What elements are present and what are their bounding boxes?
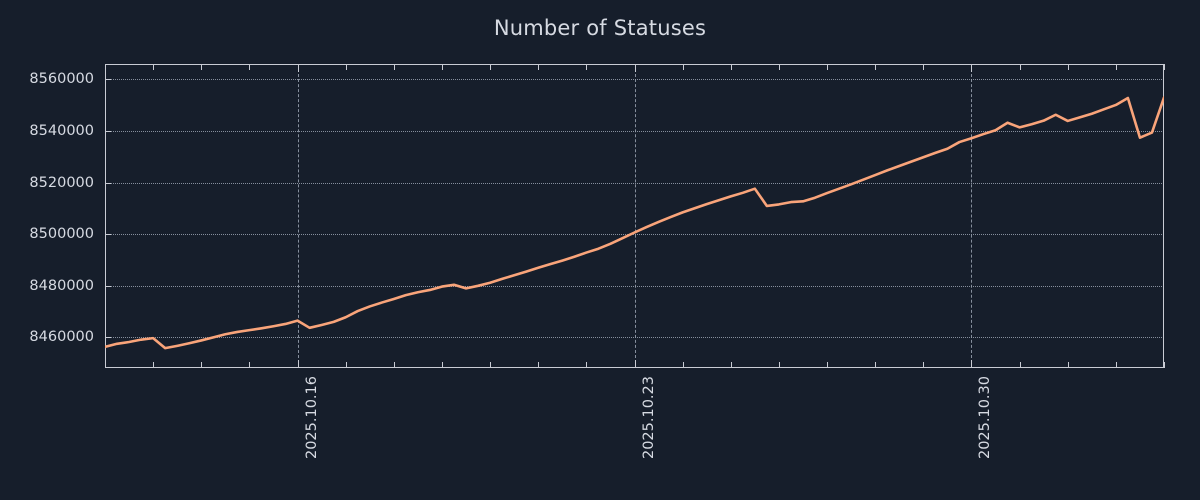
series-line-chart <box>105 96 1164 350</box>
x-tick-mark-minor-top <box>827 64 829 70</box>
y-tick-label: 8540000 <box>29 122 94 139</box>
x-tick-mark-minor <box>201 362 203 368</box>
series-polyline <box>105 96 1164 350</box>
x-tick-mark-minor-top <box>1164 64 1165 70</box>
x-tick-mark-minor-top <box>1019 64 1021 70</box>
x-tick-mark-minor-top <box>682 64 684 70</box>
y-tick-mark <box>105 285 111 287</box>
y-tick-mark <box>105 337 111 339</box>
x-tick-mark-minor-top <box>297 64 299 70</box>
plot-area-frame <box>105 64 1164 368</box>
x-tick-mark-minor-top <box>538 64 540 70</box>
x-tick-mark-minor-top <box>730 64 732 70</box>
x-tick-mark-minor <box>345 362 347 368</box>
x-tick-mark-minor <box>297 362 299 368</box>
y-tick-mark <box>105 234 111 236</box>
gridline-vertical <box>297 64 299 368</box>
x-tick-mark-minor-top <box>586 64 588 70</box>
x-tick-mark-minor-top <box>875 64 877 70</box>
chart-title: Number of Statuses <box>493 16 707 40</box>
x-tick-mark-minor <box>730 362 732 368</box>
x-tick-mark-minor <box>153 362 155 368</box>
x-tick-mark-minor <box>586 362 588 368</box>
x-tick-mark-minor-top <box>345 64 347 70</box>
x-tick-mark-minor <box>1115 362 1117 368</box>
x-tick-mark-minor <box>1164 362 1165 368</box>
x-tick-mark-minor-top <box>923 64 925 70</box>
y-tick-mark <box>105 130 111 132</box>
x-tick-mark-minor <box>827 362 829 368</box>
x-tick-mark-minor <box>1019 362 1021 368</box>
x-tick-mark-minor <box>778 362 780 368</box>
x-tick-mark-minor <box>441 362 443 368</box>
x-tick-mark-minor-top <box>249 64 251 70</box>
x-tick-mark-minor <box>923 362 925 368</box>
x-tick-mark-minor <box>1067 362 1069 368</box>
x-tick-mark-minor <box>875 362 877 368</box>
x-tick-mark-minor-top <box>1067 64 1069 70</box>
x-tick-mark-minor <box>490 362 492 368</box>
x-tick-mark-minor-top <box>153 64 155 70</box>
x-tick-mark-minor-top <box>971 64 973 70</box>
x-tick-mark-minor-top <box>778 64 780 70</box>
y-tick-mark <box>105 79 111 81</box>
x-tick-mark-minor <box>971 362 973 368</box>
x-tick-mark-minor-top <box>201 64 203 70</box>
x-tick-label: 2025.10.16 <box>303 376 320 460</box>
x-tick-mark-minor <box>634 362 636 368</box>
x-tick-mark-minor <box>249 362 251 368</box>
y-tick-label: 8560000 <box>29 71 94 88</box>
y-tick-label: 8480000 <box>29 277 94 294</box>
y-tick-mark <box>105 182 111 184</box>
y-tick-label: 8460000 <box>29 329 94 346</box>
x-tick-label: 2025.10.30 <box>977 376 994 460</box>
x-tick-mark-minor-top <box>1115 64 1117 70</box>
gridline-vertical <box>634 64 636 368</box>
x-tick-mark-minor <box>538 362 540 368</box>
x-tick-mark-minor-top <box>393 64 395 70</box>
x-tick-mark-minor-top <box>441 64 443 70</box>
x-tick-mark-minor <box>682 362 684 368</box>
gridline-vertical <box>971 64 973 368</box>
y-tick-label: 8500000 <box>29 226 94 243</box>
x-tick-mark-minor-top <box>634 64 636 70</box>
x-tick-mark-minor <box>393 362 395 368</box>
x-tick-label: 2025.10.23 <box>640 376 657 460</box>
x-tick-mark-minor-top <box>490 64 492 70</box>
y-tick-label: 8520000 <box>29 174 94 191</box>
